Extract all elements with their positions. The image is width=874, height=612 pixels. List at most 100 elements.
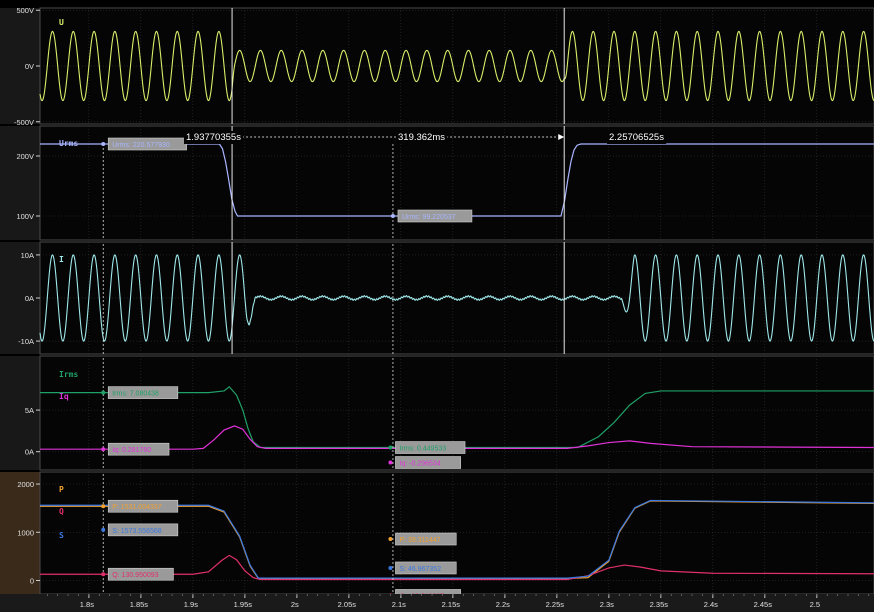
cursor-readout-box (107, 442, 170, 456)
cursor-readout-box (395, 456, 461, 469)
cursor-readout: Urms: 99.220537 (390, 209, 473, 223)
y-axis-panel (0, 8, 40, 124)
signal-label-i: I (59, 255, 64, 264)
x-tick-label: 2.1s (392, 600, 406, 609)
cursor-readout-text: Irms: 7.080438 (112, 391, 159, 398)
measure-label-bg (607, 131, 667, 144)
cursor-readout: S: 46.967352 (388, 561, 457, 575)
y-tick-label: 0V (25, 62, 34, 71)
cursor-readout: Urms: 220.577930 (101, 137, 187, 151)
cursor-readout: S: 1573.556568 (101, 523, 179, 537)
x-tick-label: 1.95s (234, 600, 253, 609)
y-tick-label: 1000 (17, 528, 34, 537)
cursor-readout-box (395, 441, 466, 454)
x-axis: 1.8s 1.85s 1.9s 1.95s 2s 2.05s 2.1s 2.15s 2.2s 2.… (0, 594, 874, 612)
series-u-line (39, 30, 874, 102)
series-i-line (39, 254, 874, 342)
x-tick-label: 1.8s (80, 600, 94, 609)
cursor-marker (390, 214, 395, 218)
cursor-marker (388, 445, 393, 450)
cursor-marker (388, 537, 393, 542)
y-tick-label: 100V (16, 212, 34, 221)
y-tick-label: 500V (16, 6, 34, 15)
series-iq-line (40, 425, 874, 450)
cursor-readout-text: Iq: 0.281760 (112, 447, 151, 454)
time-measurement: 1.93770355s 319.362ms 2.25706525s (184, 131, 667, 144)
cursor-readout: Irms: 7.080438 (101, 386, 179, 399)
x-tick-label: 2.2s (496, 600, 510, 609)
cursor-readout-text: Iq: -0.296534 (399, 461, 440, 468)
cursor-readout: P: 1531.004337 (101, 499, 179, 513)
y-tick-label: 0A (25, 294, 34, 303)
cursor-readout: P: 39.311447 (388, 532, 457, 546)
measure-t2-label: 2.25706525s (609, 132, 664, 143)
y-tick-label: 0 (30, 576, 34, 585)
panel-IrmsIq: 5A 0A Irms Iq Irms: 7.080438 Iq: 0.281760 Irms… (0, 355, 874, 471)
series-s-line (40, 499, 874, 579)
cursor-readout: Iq: 0.281760 (101, 442, 170, 456)
cursor-readout-text: S: 46.967352 (399, 566, 441, 573)
cursor-readout-box (397, 209, 473, 223)
cursor-readout-text: S: 1573.556568 (112, 528, 162, 535)
cursor-readout-text: P: 1531.004337 (112, 504, 162, 511)
cursor-marker (101, 504, 106, 509)
signal-label-irms: Irms (59, 370, 78, 379)
x-tick-label: 2.05s (338, 600, 357, 609)
x-tick-label: 1.9s (184, 600, 198, 609)
cursor-readout: Q: 130.950093 (101, 567, 174, 581)
y-tick-label: 200V (16, 152, 34, 161)
x-tick-label: 2.3s (600, 600, 614, 609)
cursor-readout-text: Urms: 220.577930 (112, 142, 170, 149)
panel-U: 500V 0V -500V U (0, 6, 874, 127)
cursor-readout-box (107, 567, 174, 581)
measure-delta-label: 319.362ms (398, 132, 445, 143)
cursor-readout-box (107, 499, 179, 513)
x-tick-label: 2.35s (650, 600, 669, 609)
measure-t1-label: 1.93770355s (186, 132, 241, 143)
y-axis-panel (0, 242, 40, 354)
cursor-readout-text: Urms: 99.220537 (402, 214, 456, 221)
cursor-readout-text: Irms: 0.449533 (399, 446, 446, 453)
panel-PQS: 2000 1000 0 P Q S P: 1531.004337 S: 1573.556568… (0, 471, 874, 602)
signal-label-p: P (59, 485, 64, 494)
x-tick-label: 2s (291, 600, 299, 609)
measure-arrow-head (558, 134, 565, 140)
y-tick-label: 5A (25, 406, 34, 415)
y-tick-label: 2000 (17, 480, 34, 489)
signal-label-q: Q (59, 507, 64, 516)
cursor-readout: Irms: 0.449533 (388, 441, 466, 454)
x-tick-label: 2.15s (442, 600, 461, 609)
cursor-marker (101, 142, 106, 146)
cursor-readout-box (395, 561, 457, 575)
cursor-marker (101, 447, 106, 452)
cursor-marker (388, 565, 393, 570)
cursor-readout-box (395, 532, 457, 546)
cursor-readout-text: P: 39.311447 (399, 537, 440, 544)
y-axis-panel (0, 126, 40, 240)
x-tick-label: 2.5 (810, 600, 820, 609)
y-tick-label: -500V (14, 118, 34, 127)
signal-label-s: S (59, 531, 64, 540)
measure-label-bg (184, 131, 244, 144)
signal-label-u: U (59, 18, 64, 27)
measure-label-bg (396, 131, 448, 144)
x-axis-panel (0, 594, 874, 612)
y-axis-panel (0, 356, 40, 470)
cursor-readout: Iq: -0.296534 (388, 456, 461, 469)
cursor-marker (388, 460, 393, 465)
x-tick-label: 2.25s (546, 600, 565, 609)
panel-I: 10A 0A -10A I (0, 241, 874, 355)
series-q-line (40, 554, 874, 581)
cursor-marker (101, 390, 106, 395)
cursor-readout-box (107, 523, 179, 537)
series-irms-line (40, 385, 874, 449)
y-tick-label: -10A (18, 337, 34, 346)
y-axis-panel (0, 472, 40, 594)
x-tick-label: 1.85s (130, 600, 149, 609)
cursor-marker (101, 572, 106, 577)
y-tick-label: 0A (25, 448, 34, 457)
x-tick-label: 2.45s (754, 600, 773, 609)
cursor-readout-text: Q: 130.950093 (112, 572, 158, 579)
